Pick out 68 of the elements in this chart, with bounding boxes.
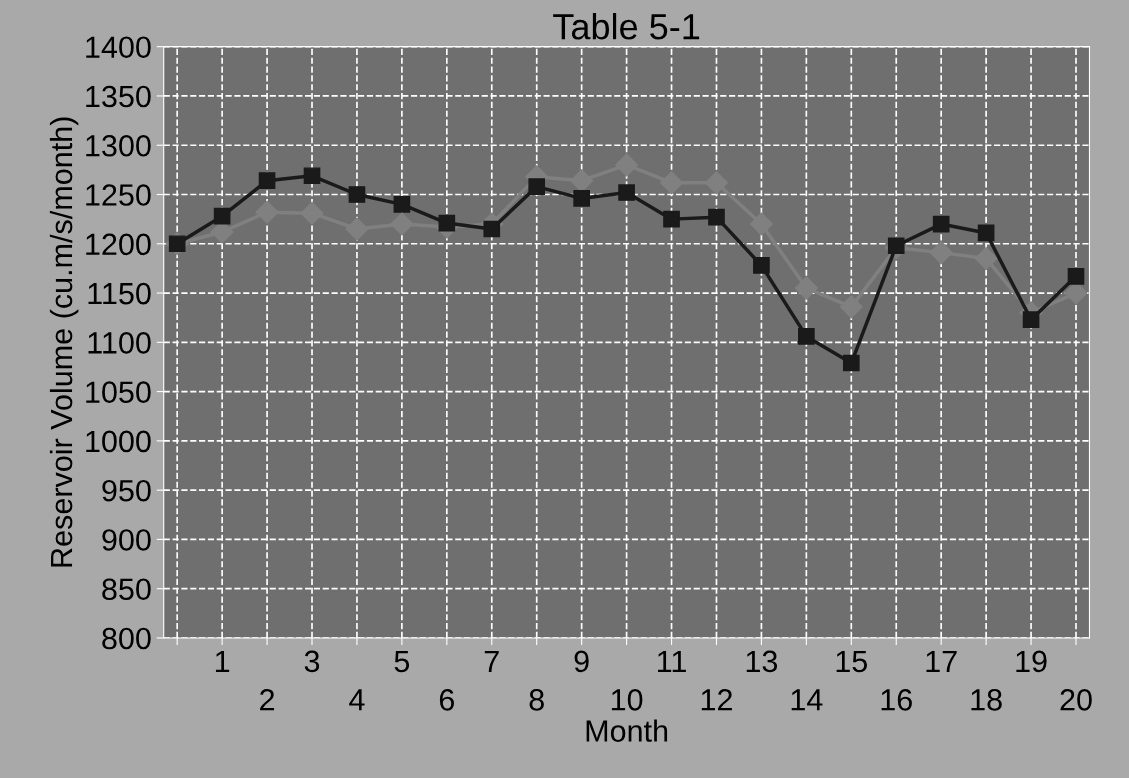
point [438,214,456,232]
point [753,257,770,274]
point [839,295,863,319]
x-tick-label: 4 [349,689,365,711]
point [1067,267,1085,285]
point [528,178,546,195]
point [615,153,639,177]
x-tick-label: 3 [304,650,320,673]
point [794,276,818,300]
point [393,196,411,213]
chart-title: Table 5-1 [553,13,700,40]
x-tick-label: 17 [926,650,957,672]
point [749,212,773,236]
point [660,171,684,195]
y-tick-label: 1300 [86,134,151,157]
point [345,217,369,241]
x-tick-label: 13 [746,650,778,673]
point [798,328,815,345]
x-tick-label: 7 [484,650,499,672]
x-tick-label: 5 [394,650,410,673]
x-tick-label: 11 [658,650,686,672]
point [929,241,953,265]
x-tick-label: 18 [971,689,1002,711]
point [258,172,276,190]
y-tick-label: 1150 [88,282,151,305]
x-tick-label: 12 [701,689,732,711]
x-tick-label: 20 [1060,689,1092,711]
y-tick-label: 800 [102,627,151,650]
y-tick-label: 1250 [86,184,151,206]
y-tick-label: 900 [102,529,151,551]
y-axis-title: Reservoir Volume (cu.m/s/month) [49,117,79,567]
point [390,212,414,236]
x-axis-title: Month [586,719,668,742]
x-tick-label: 6 [439,689,454,711]
point [213,207,231,225]
x-tick-label: 10 [611,689,643,711]
x-tick-label: 15 [836,650,868,673]
y-tick-label: 1000 [86,430,151,453]
x-tick-label: 16 [881,689,912,711]
y-tick-label: 950 [102,479,151,502]
point [303,167,321,185]
point [570,169,594,193]
y-tick-label: 1350 [86,85,151,108]
point [300,201,324,225]
point [573,190,590,207]
point [842,354,860,372]
x-tick-label: 8 [529,689,544,711]
x-tick-label: 14 [791,689,823,711]
point [255,200,279,224]
y-tick-label: 850 [102,578,151,601]
point [974,247,998,271]
y-tick-label: 1400 [86,36,151,59]
y-tick-label: 1050 [86,381,151,403]
point [618,184,635,201]
y-tick-label: 1100 [88,332,151,354]
point [1022,311,1040,328]
point [663,210,680,228]
point [483,220,501,238]
point [932,215,950,233]
point [708,208,725,226]
point [704,171,728,195]
y-tick-label: 1200 [86,233,151,256]
point [348,186,366,203]
x-tick-label: 2 [260,689,275,711]
x-tick-label: 9 [574,650,589,673]
point [977,224,995,242]
x-tick-label: 19 [1016,650,1047,673]
x-tick-label: 1 [215,650,230,672]
